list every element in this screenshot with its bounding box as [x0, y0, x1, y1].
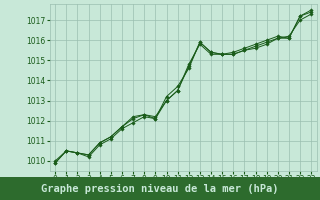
Text: Graphe pression niveau de la mer (hPa): Graphe pression niveau de la mer (hPa) [41, 183, 279, 194]
